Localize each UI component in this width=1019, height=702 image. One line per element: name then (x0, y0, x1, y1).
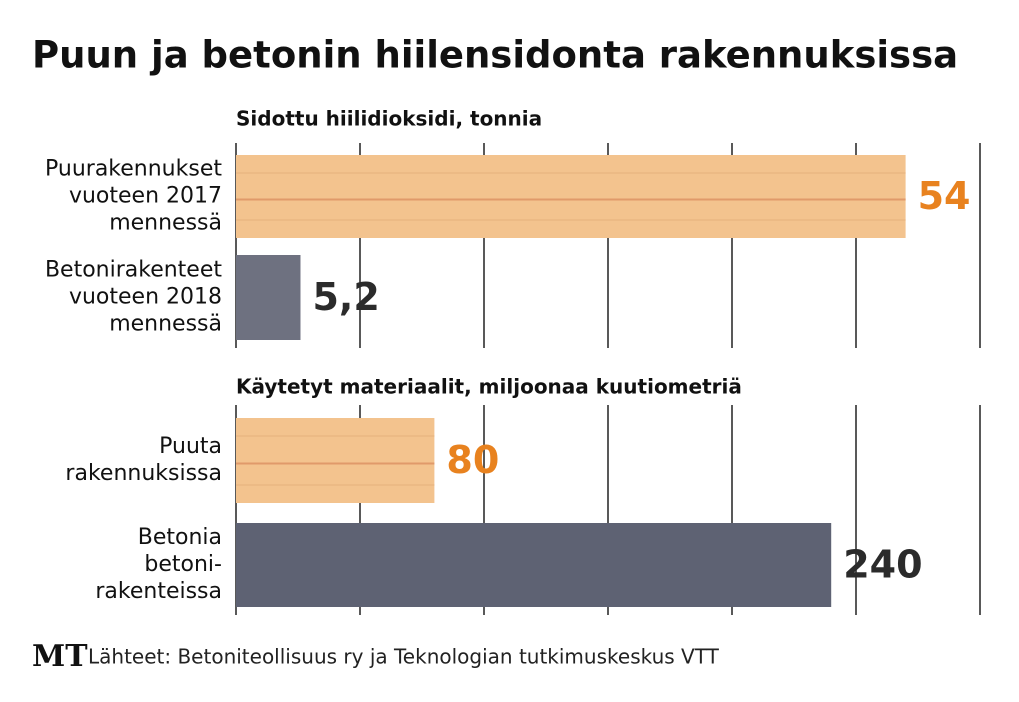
subtitle: Sidottu hiilidioksidi, tonnia (236, 107, 542, 131)
bar (236, 255, 301, 340)
logo: MT (32, 639, 88, 674)
category-label: Betonia (138, 525, 222, 550)
category-label: vuoteen 2018 (69, 285, 222, 310)
category-label: mennessä (109, 312, 222, 337)
category-label: rakenteissa (95, 579, 222, 604)
source: Lähteet: Betoniteollisuus ry ja Teknolog… (88, 645, 720, 669)
category-label: Puuta (159, 434, 222, 459)
category-label: Betonirakenteet (45, 258, 222, 283)
value-label: 5,2 (312, 275, 379, 319)
bar (236, 523, 832, 607)
category-label: betoni- (144, 552, 222, 577)
category-label: mennessä (109, 211, 222, 236)
bar (236, 155, 906, 238)
value-label: 80 (446, 438, 499, 482)
subtitle: Käytetyt materiaalit, miljoonaa kuutiome… (236, 375, 742, 399)
category-label: rakennuksissa (65, 461, 222, 486)
category-label: Puurakennukset (45, 157, 222, 182)
value-label: 240 (843, 543, 922, 587)
chart-title: Puun ja betonin hiilensidonta rakennuksi… (32, 34, 958, 77)
value-label: 54 (918, 174, 971, 218)
category-label: vuoteen 2017 (69, 184, 222, 209)
bar (236, 418, 435, 503)
